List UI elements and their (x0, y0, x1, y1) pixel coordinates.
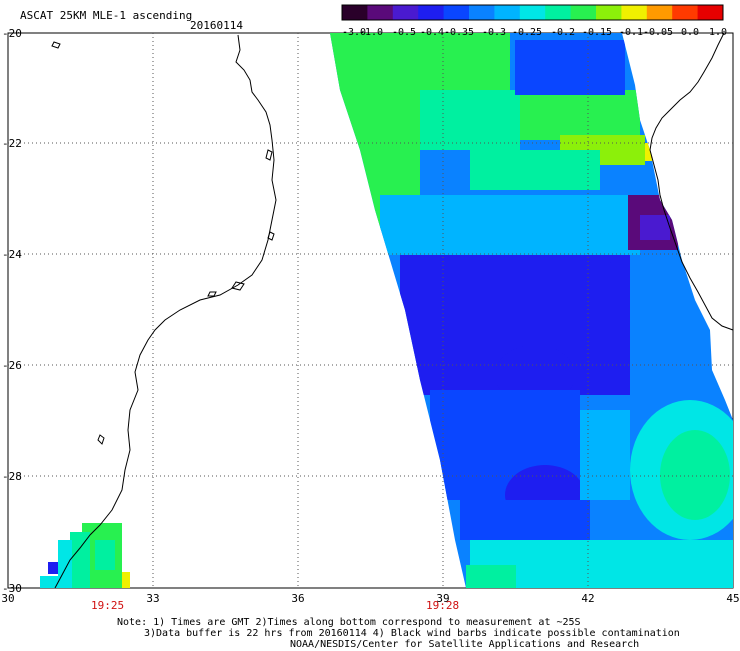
data-cell (70, 532, 90, 588)
pass-time-1: 19:25 (91, 599, 125, 612)
lon-labels: 30 33 36 39 42 45 (1, 592, 739, 605)
colorbar-tick-label: -1.0 (359, 27, 383, 38)
footnote-line-1: Note: 1) Times are GMT 2)Times along bot… (117, 617, 581, 628)
island (265, 149, 273, 161)
chart-date: 20160114 (190, 19, 243, 32)
colorbar-swatch (443, 5, 470, 20)
colorbar-labels: -3.0-1.0 -0.5 -0.4 -0.35 -0.3 -0.25 -0.2 -0.15-… (342, 27, 727, 38)
colorbar-swatch (494, 5, 521, 20)
colorbar-swatch (519, 5, 546, 20)
colorbar-tick-label: -0.3 (482, 27, 506, 38)
colorbar-swatch (570, 5, 597, 20)
colorbar-swatch (342, 5, 368, 20)
lat-labels: -20 -22 -24 -26 -28 -30 (2, 27, 22, 595)
colorbar-swatch (367, 5, 394, 20)
data-cell (40, 576, 58, 588)
colorbar-swatch (418, 5, 445, 20)
island (267, 231, 275, 241)
lon-tick-label: 45 (726, 592, 739, 605)
lat-tick-label: -26 (2, 359, 22, 372)
coastline-west (54, 34, 277, 589)
island (51, 41, 61, 49)
lon-tick-label: 33 (146, 592, 159, 605)
graticule (8, 33, 733, 588)
colorbar-swatch (621, 5, 648, 20)
colorbar-tick-label: -0.35 (444, 27, 474, 38)
colorbar-tick-label: -0.15 (582, 27, 612, 38)
lon-tick-label: 36 (291, 592, 304, 605)
colorbar-swatch (392, 5, 419, 20)
colorbar-tick-label: -0.2 (551, 27, 575, 38)
lat-tick-label: -24 (2, 248, 22, 261)
chart-title: ASCAT 25KM MLE-1 ascending (20, 9, 193, 22)
colorbar-swatch (646, 5, 673, 20)
colorbar-tick-label: -3.0 (342, 27, 366, 38)
colorbar-swatch (545, 5, 572, 20)
colorbar-tick-label: -0.25 (512, 27, 542, 38)
colorbar-border (341, 4, 724, 21)
lat-tick-label: -22 (2, 137, 22, 150)
data-cell (58, 540, 72, 588)
lon-tick-label: 30 (1, 592, 14, 605)
colorbar-swatch (697, 5, 724, 20)
pass-time-2: 19:28 (426, 599, 460, 612)
lat-tick-label: -30 (2, 582, 22, 595)
colorbar-tick-label: -0.05 (643, 27, 673, 38)
colorbar-tick-label: -0.5 (392, 27, 416, 38)
colorbar-swatch (672, 5, 699, 20)
colorbar-swatch (596, 5, 622, 20)
lon-tick-label: 39 (436, 592, 449, 605)
island (207, 291, 217, 297)
lat-tick-label: -28 (2, 470, 22, 483)
colorbar-tick-label: -0.1 (619, 27, 643, 38)
island (97, 434, 105, 445)
data-cell (122, 572, 130, 588)
data-cell (95, 540, 115, 570)
coastline-east (649, 32, 734, 331)
data-cell (48, 562, 58, 574)
footnote-line-3: NOAA/NESDIS/Center for Satellite Applica… (290, 639, 640, 650)
lat-tick-label: -20 (2, 27, 22, 40)
colorbar-tick-label: 0.0 (681, 27, 699, 38)
lon-tick-label: 42 (581, 592, 594, 605)
footnote-line-2: 3)Data buffer is 22 hrs from 20160114 4)… (144, 628, 680, 639)
colorbar-tick-label: 1.0 (709, 27, 727, 38)
colorbar-swatch (469, 5, 495, 20)
colorbar (341, 4, 724, 21)
coastline (51, 32, 734, 589)
colorbar-tick-label: -0.4 (420, 27, 444, 38)
island (231, 281, 245, 291)
